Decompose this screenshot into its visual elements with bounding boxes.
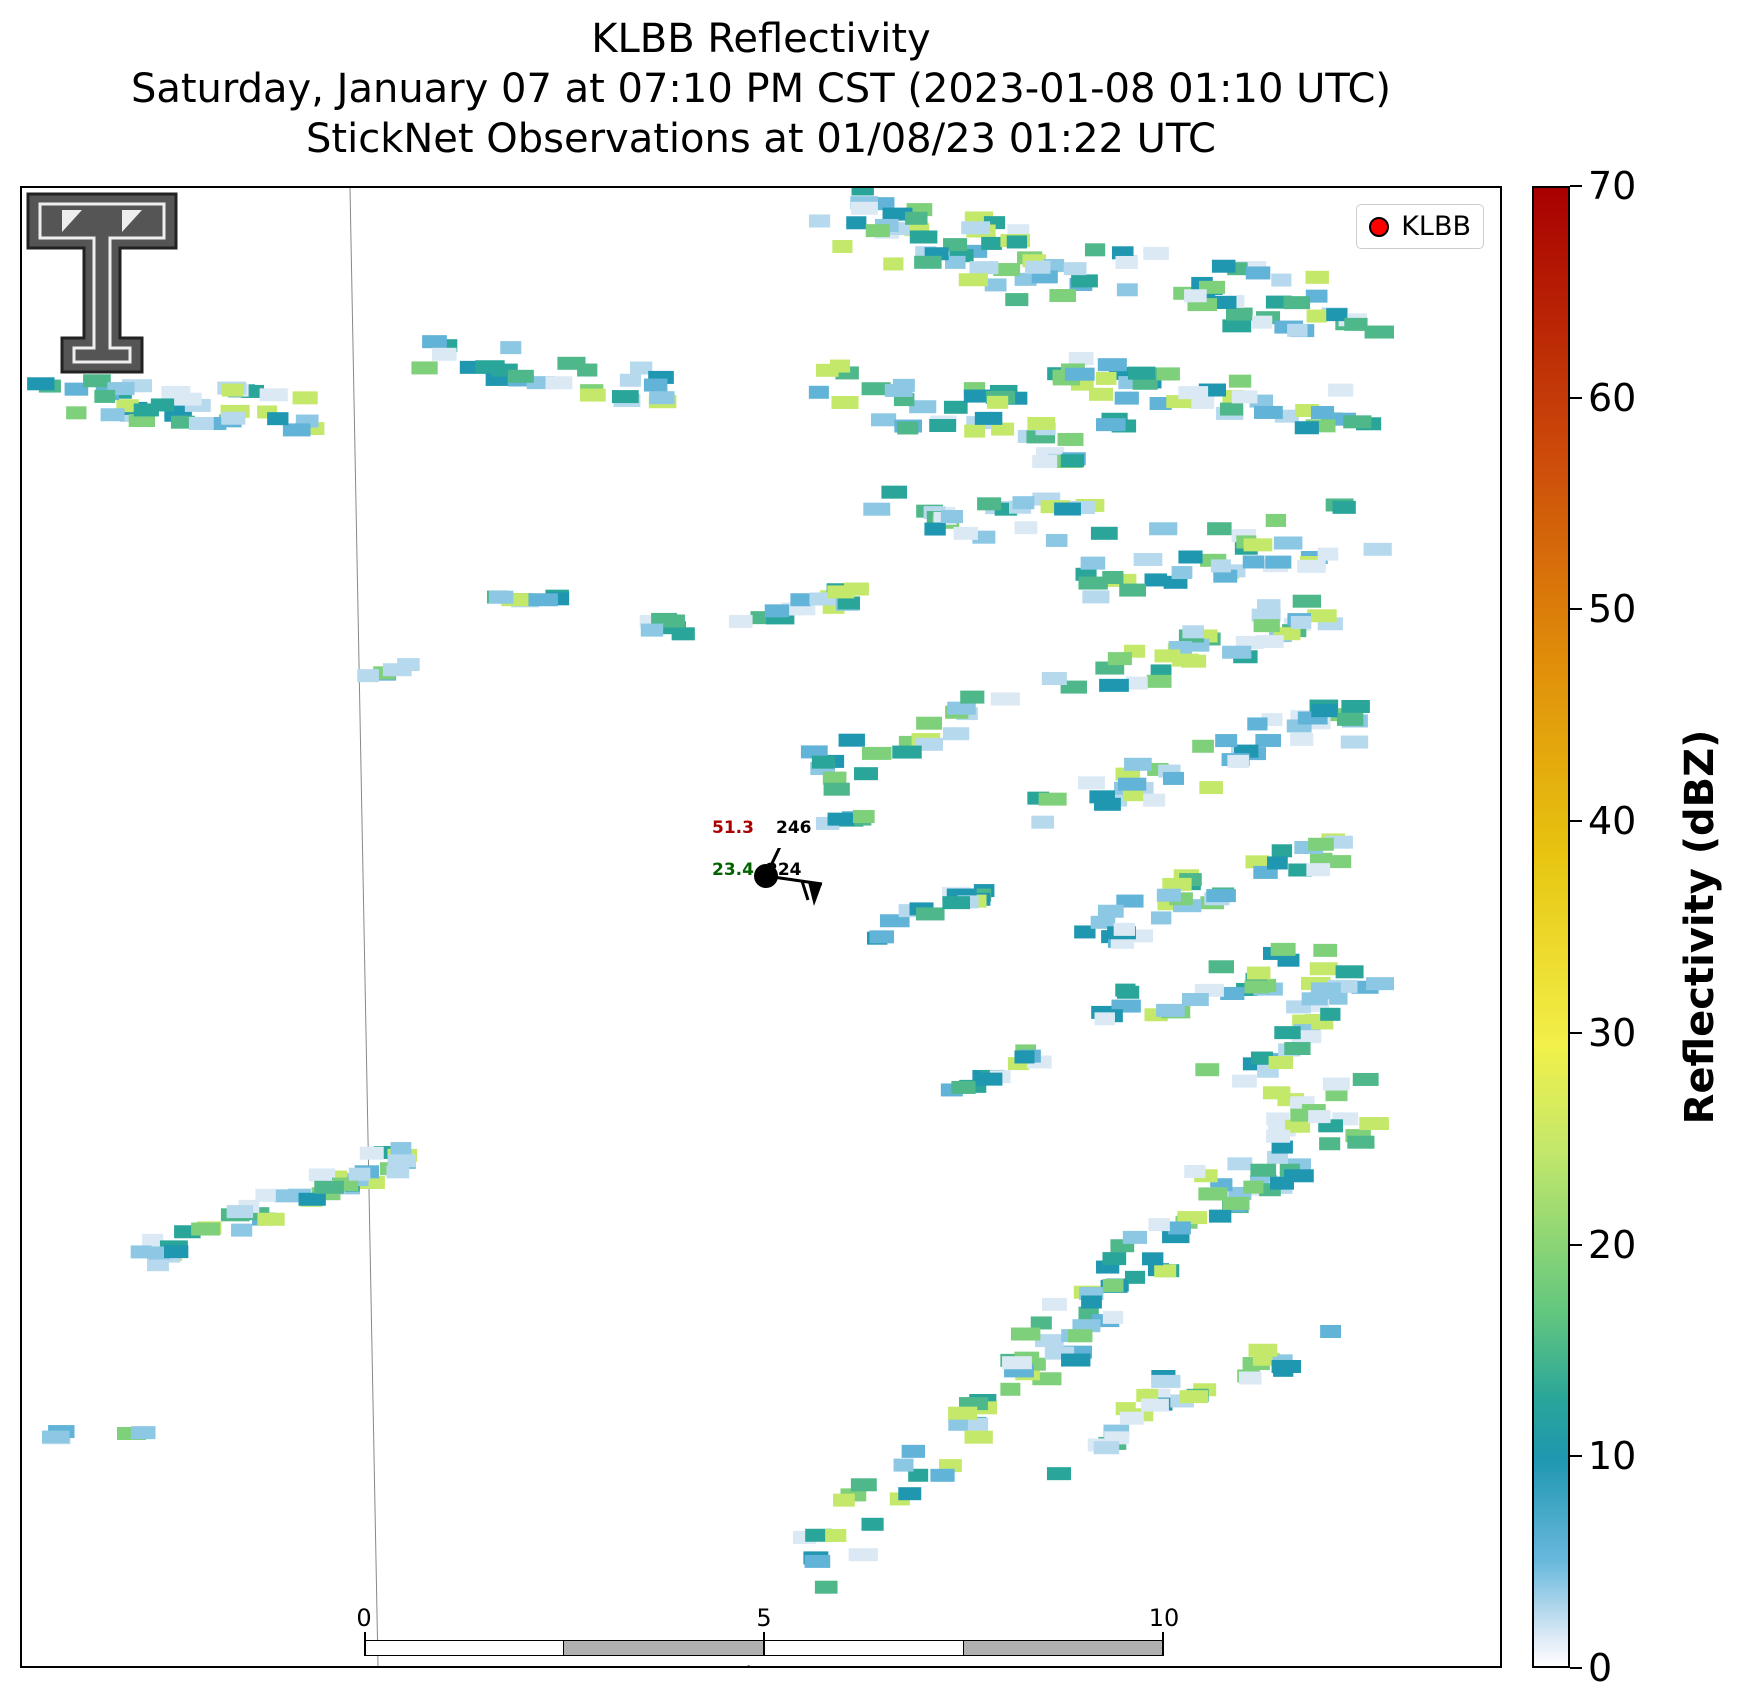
scale-label-0: 0 <box>356 1604 372 1632</box>
wind-barb-icon <box>754 848 823 906</box>
reflectivity-colorbar <box>1532 186 1570 1668</box>
colorbar-tick-label: 20 <box>1588 1222 1637 1267</box>
colorbar-tick-label: 40 <box>1588 799 1637 844</box>
scale-segment <box>364 1640 564 1656</box>
title-block: KLBB Reflectivity Saturday, January 07 a… <box>0 14 1522 164</box>
colorbar-tick-label: 10 <box>1588 1434 1637 1479</box>
map-title: KLBB Reflectivity <box>591 16 931 62</box>
station-dewpoint: 23.4 <box>712 860 754 880</box>
colorbar-tick <box>1570 608 1582 611</box>
scale-segment <box>763 1640 964 1656</box>
colorbar-tick-label: 30 <box>1588 1010 1637 1055</box>
map-legend: KLBB <box>1356 204 1484 249</box>
scale-segment <box>963 1640 1164 1656</box>
klbb-marker-icon <box>1369 216 1390 237</box>
colorbar-tick <box>1570 1243 1582 1246</box>
colorbar-tick-label: 60 <box>1588 375 1637 420</box>
distance-scalebar: 0 5 10 km <box>356 1604 1179 1666</box>
scale-segment <box>563 1640 764 1656</box>
colorbar-tick <box>1570 1667 1582 1669</box>
colorbar-tick-label: 50 <box>1588 587 1637 632</box>
scale-tick <box>364 1632 366 1656</box>
radar-map[interactable]: KLBB 51.3 246 23.4 224 0 5 10 km <box>20 186 1502 1668</box>
map-observation-time: StickNet Observations at 01/08/23 01:22 … <box>306 116 1216 162</box>
colorbar-tick <box>1570 1455 1582 1458</box>
colorbar-tick-label: 0 <box>1588 1646 1613 1690</box>
scale-tick <box>763 1632 765 1656</box>
reflectivity-layer <box>27 188 1395 1666</box>
scale-label-10: 10 <box>1148 1604 1180 1632</box>
colorbar-tick <box>1570 820 1582 823</box>
colorbar-tick <box>1570 1031 1582 1034</box>
map-timestamp: Saturday, January 07 at 07:10 PM CST (20… <box>130 66 1392 112</box>
scale-unit: km <box>745 1662 782 1666</box>
scale-label-5: 5 <box>756 1604 772 1632</box>
scale-tick <box>1162 1632 1164 1656</box>
station-wind-dir-top: 246 <box>776 818 812 838</box>
colorbar-tick <box>1570 396 1582 399</box>
colorbar-tick-label: 70 <box>1588 164 1637 208</box>
texas-tech-logo-icon <box>26 192 178 374</box>
colorbar-tick <box>1570 185 1582 187</box>
legend-label: KLBB <box>1401 211 1471 242</box>
colorbar-title: Reflectivity (dBZ) <box>1677 729 1723 1125</box>
station-temperature: 51.3 <box>712 818 754 838</box>
